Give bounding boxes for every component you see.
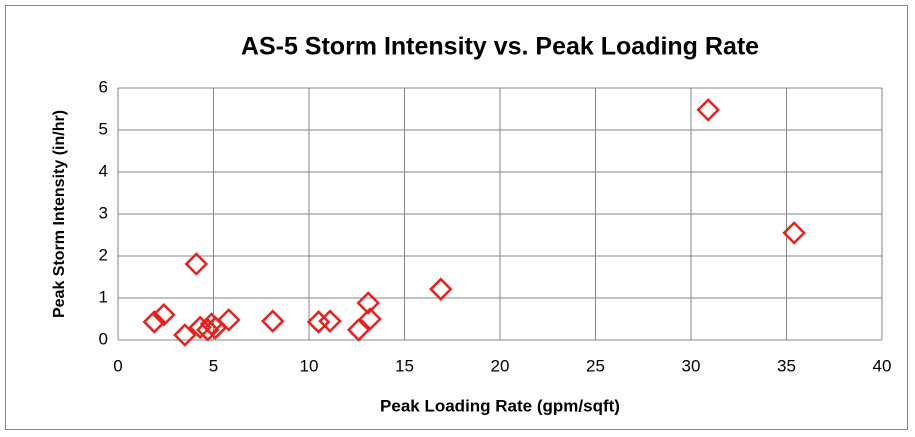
point bbox=[173, 323, 197, 347]
y-tick-label: 2 bbox=[99, 245, 108, 264]
y-tick-label: 4 bbox=[99, 161, 108, 180]
point bbox=[358, 307, 382, 331]
x-axis-label: Peak Loading Rate (gpm/sqft) bbox=[380, 396, 620, 415]
x-tick-label: 10 bbox=[300, 356, 319, 375]
point bbox=[196, 318, 220, 342]
x-tick-label: 5 bbox=[209, 356, 218, 375]
point bbox=[346, 318, 371, 342]
x-tick-label: 40 bbox=[873, 356, 892, 375]
point bbox=[318, 309, 342, 333]
x-tick-label: 20 bbox=[491, 356, 510, 375]
point bbox=[429, 277, 453, 301]
x-tick-label: 25 bbox=[586, 356, 605, 375]
point bbox=[217, 308, 241, 332]
y-tick-label: 1 bbox=[99, 287, 108, 306]
y-tick-label: 3 bbox=[99, 203, 108, 222]
point bbox=[260, 309, 285, 333]
y-axis-label: Peak Storm Intensity (in/hr) bbox=[51, 110, 68, 318]
y-tick-label: 5 bbox=[99, 119, 108, 138]
x-tick-label: 15 bbox=[395, 356, 414, 375]
point bbox=[188, 315, 212, 340]
chart-border bbox=[5, 5, 908, 430]
x-tick-label: 35 bbox=[777, 356, 796, 375]
x-tick-label: 0 bbox=[113, 356, 122, 375]
point bbox=[142, 310, 167, 334]
point bbox=[152, 303, 176, 327]
point bbox=[184, 252, 209, 276]
x-tick-label: 30 bbox=[682, 356, 701, 375]
point bbox=[696, 98, 720, 122]
y-tick-label: 0 bbox=[99, 329, 108, 348]
point bbox=[306, 310, 331, 334]
chart-title: AS-5 Storm Intensity vs. Peak Loading Ra… bbox=[241, 33, 759, 61]
point bbox=[782, 221, 806, 245]
y-tick-label: 6 bbox=[99, 77, 108, 96]
point bbox=[356, 291, 380, 315]
